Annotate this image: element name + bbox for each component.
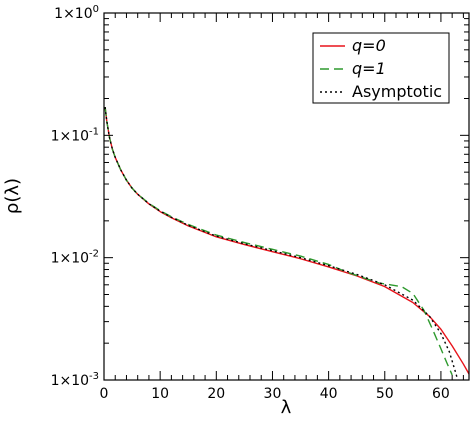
legend-label-q0: q=0	[352, 36, 386, 55]
legend-label-q1: q=1	[352, 59, 386, 78]
x-axis-label: λ	[281, 397, 292, 418]
series-line-1	[104, 107, 453, 376]
x-tick-label: 0	[100, 386, 109, 402]
x-tick-label: 10	[151, 386, 169, 402]
x-tick-label: 20	[207, 386, 225, 402]
series-line-2	[104, 107, 459, 380]
y-tick-label: 1×10-3	[51, 371, 99, 389]
legend-label-asymptotic: Asymptotic	[352, 82, 442, 101]
labels-layer: λ ρ(λ)	[2, 178, 292, 418]
ticks-layer: 0 10 20 30 40 50 60 1×10-3 1×10-2 1×10-1 1×100	[51, 4, 469, 402]
y-tick-label: 1×10-1	[51, 126, 99, 144]
legend: q=0 q=1 Asymptotic	[312, 32, 450, 104]
x-tick-label: 50	[376, 386, 394, 402]
y-tick-label: 1×100	[54, 4, 99, 22]
y-tick-label: 1×10-2	[51, 249, 99, 267]
x-tick-label: 30	[264, 386, 282, 402]
y-axis-label: ρ(λ)	[2, 178, 23, 214]
plot-frame	[103, 12, 470, 381]
series-layer	[104, 107, 469, 380]
x-tick-label: 60	[432, 386, 450, 402]
series-line-0	[104, 107, 469, 375]
x-tick-label: 40	[320, 386, 338, 402]
